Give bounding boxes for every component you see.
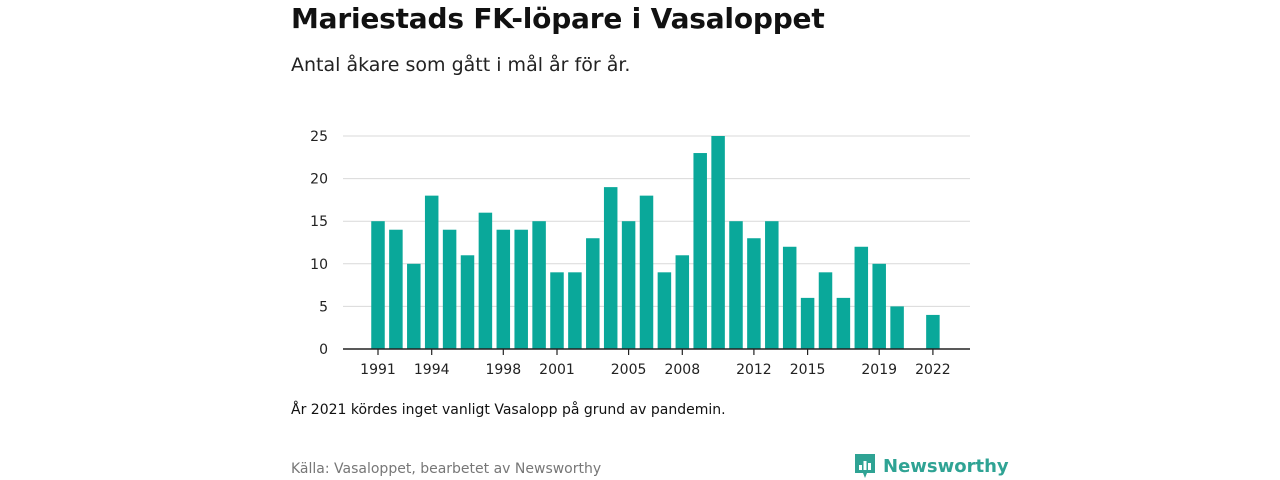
bar-1991 [371, 221, 385, 349]
newsworthy-logo: Newsworthy [853, 453, 1009, 479]
brand-name: Newsworthy [883, 455, 1009, 477]
bar-2000 [532, 221, 546, 349]
x-tick-label: 2008 [664, 362, 700, 378]
bar-2022 [926, 314, 940, 349]
x-tick-label: 2012 [736, 362, 772, 378]
bar-2018 [854, 246, 869, 349]
bar-2005 [621, 221, 636, 349]
bar-1995 [442, 229, 457, 349]
bar-2007 [657, 272, 672, 349]
bar-2003 [586, 238, 600, 349]
y-tick-label: 15 [310, 214, 328, 230]
newsworthy-logo-icon [855, 454, 875, 478]
bar-2009 [693, 153, 707, 349]
bar-1998 [496, 229, 511, 349]
bar-2016 [818, 272, 833, 349]
bar-1997 [478, 212, 493, 349]
y-tick-label: 20 [310, 172, 328, 188]
x-tick-label: 2019 [861, 362, 897, 378]
x-tick-label: 1994 [414, 362, 450, 378]
bar-2002 [568, 272, 582, 349]
bar-1999 [514, 229, 528, 349]
x-tick-label: 2022 [915, 362, 951, 378]
bar-2011 [729, 221, 743, 349]
x-tick-label: 2001 [539, 362, 575, 378]
bar-2012 [747, 238, 761, 349]
bar-2013 [765, 221, 779, 349]
x-tick-label: 1991 [360, 362, 396, 378]
y-tick-label: 10 [310, 257, 328, 273]
y-tick-label: 5 [319, 299, 328, 315]
chart-note: År 2021 kördes inget vanligt Vasalopp på… [291, 402, 726, 418]
bar-2020 [890, 306, 904, 349]
x-tick-label: 1998 [485, 362, 521, 378]
bars [371, 136, 940, 349]
axes: 0 5 10 15 20 25 1991 1994 1998 2001 2005 2008 2012 20… [310, 129, 970, 378]
source-text: Källa: Vasaloppet, bearbetet av Newswort… [291, 461, 602, 477]
x-tick-label: 2005 [611, 362, 647, 378]
y-tick-label: 25 [310, 129, 328, 145]
x-tick-label: 2015 [790, 362, 826, 378]
bar-2019 [872, 263, 886, 349]
bar-chart: 0 5 10 15 20 25 1991 1994 1998 2001 2005 2008 2012 20… [310, 129, 970, 378]
bar-2008 [675, 255, 690, 349]
bar-2004 [603, 187, 618, 349]
bar-2006 [639, 195, 654, 349]
bar-2001 [550, 272, 564, 349]
bar-1996 [460, 255, 475, 349]
y-tick-label: 0 [319, 342, 328, 358]
bar-2015 [800, 297, 815, 349]
bar-2017 [836, 297, 851, 349]
chart-title: Mariestads FK-löpare i Vasaloppet [291, 2, 825, 35]
bar-2010 [711, 136, 725, 349]
bar-1992 [389, 229, 403, 349]
bar-2014 [782, 246, 797, 349]
chart-subtitle: Antal åkare som gått i mål år för år. [291, 54, 631, 76]
bar-1994 [424, 195, 439, 349]
bar-1993 [407, 263, 421, 349]
